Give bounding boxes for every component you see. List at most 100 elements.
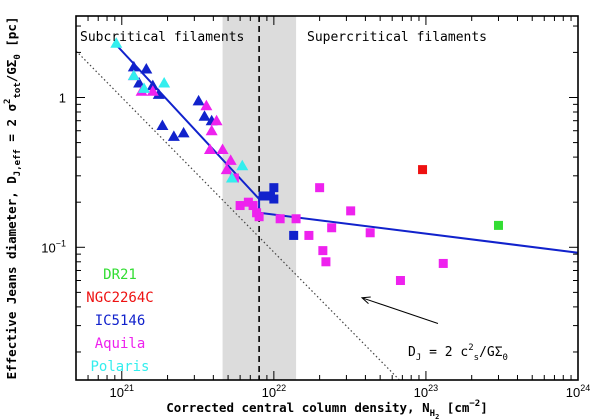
data-point-triangle-ic5146: [177, 126, 190, 138]
frame-layer: [75, 15, 579, 381]
data-point-square-ngc2264c: [418, 165, 428, 175]
data-point-triangle-polaris: [138, 82, 151, 93]
y-tick-label: 10−1: [41, 238, 66, 255]
data-point-square-ic5146: [269, 183, 279, 193]
data-point-square-aquila: [438, 258, 448, 268]
data-point-triangle-ic5146: [133, 76, 146, 88]
data-point-triangle-aquila: [216, 143, 229, 154]
x-label-unit-end: ]: [480, 400, 488, 415]
x-tick-exp: 23: [428, 383, 438, 393]
data-point-triangle-ic5146: [192, 94, 205, 106]
x-tick-label: 1024: [566, 383, 590, 400]
data-point-triangle-aquila: [203, 143, 216, 154]
data-point-square-aquila: [365, 228, 375, 238]
anno-main: D: [408, 345, 416, 360]
anno-end: /GΣ: [479, 345, 503, 360]
y-label-sub3: 0: [13, 54, 23, 59]
annotation-label: DJ = 2 c2s/GΣ0: [408, 343, 508, 363]
y-label-exp: 2: [3, 99, 13, 104]
y-label-unit: [pc]: [4, 17, 19, 55]
data-point-square-dr21: [493, 220, 503, 230]
y-tick-base: 1: [59, 90, 66, 105]
data-point-triangle-ic5146: [140, 62, 153, 74]
lines-layer: [75, 16, 579, 381]
data-point-square-aquila: [243, 197, 253, 207]
x-label-sub: H: [430, 409, 435, 419]
y-tick-exp: −1: [56, 238, 66, 248]
data-point-square-aquila: [327, 223, 337, 233]
x-label-unit: [cm: [439, 400, 470, 415]
thermal-jeans-line: [75, 50, 400, 381]
region-label-supercritical: Supercritical filaments: [307, 30, 487, 45]
x-tick-label: 1021: [110, 383, 134, 400]
region-label-subcritical: Subcritical filaments: [80, 30, 244, 45]
y-tick-label: 1: [59, 90, 66, 105]
y-label-sub: J,eff: [13, 149, 23, 176]
x-tick-base: 10: [566, 385, 580, 400]
x-tick-label: 1022: [262, 383, 286, 400]
data-point-square-aquila: [275, 214, 285, 224]
data-point-triangle-ic5146: [146, 79, 159, 91]
y-label-sub2: tot: [13, 82, 23, 98]
x-label-unit-exp: −2: [469, 399, 480, 409]
annotation-arrow-head: [360, 296, 371, 305]
data-point-square-aquila: [248, 201, 258, 211]
data-point-square-aquila: [235, 201, 245, 211]
data-point-triangle-aquila: [200, 99, 213, 111]
x-tick-base: 10: [110, 385, 124, 400]
x-label-subsub: 2: [435, 413, 439, 419]
data-point-triangle-aquila: [210, 114, 223, 126]
data-point-square-aquila: [321, 257, 331, 267]
y-label-main: Effective Jeans diameter, D: [4, 176, 19, 379]
legend-entry-polaris: Polaris: [90, 359, 149, 375]
data-point-square-ic5146: [258, 191, 268, 201]
data-point-square-aquila: [346, 206, 356, 216]
x-axis-label: Corrected central column density, NH2 [c…: [166, 399, 488, 419]
anno-sub3: 0: [503, 353, 508, 363]
fit-line: [114, 42, 579, 254]
legend-entry-ic5146: IC5146: [95, 313, 146, 329]
y-label-end: /GΣ: [4, 60, 19, 83]
anno-sub2: s: [474, 353, 479, 363]
plot-frame: [75, 15, 579, 381]
annotation-arrow-line: [361, 297, 439, 324]
x-tick-exp: 24: [580, 383, 590, 393]
data-point-square-ic5146: [269, 194, 279, 204]
x-tick-base: 10: [414, 385, 428, 400]
anno-rest: = 2 c: [421, 345, 468, 360]
data-point-triangle-ic5146: [198, 110, 211, 121]
x-label-main: Corrected central column density, N: [166, 400, 429, 415]
data-point-triangle-ic5146: [167, 130, 180, 141]
data-point-triangle-ic5146: [127, 60, 140, 72]
data-point-triangle-ic5146: [156, 119, 169, 131]
data-point-triangle-polaris: [236, 159, 249, 171]
data-point-triangle-ic5146: [152, 88, 165, 99]
x-tick-base: 10: [262, 385, 276, 400]
data-point-square-ic5146: [289, 230, 299, 240]
data-point-square-aquila: [395, 276, 405, 286]
legend-entry-aquila: Aquila: [95, 336, 146, 352]
data-point-square-aquila: [291, 214, 301, 224]
data-point-square-aquila: [315, 183, 325, 193]
x-tick-exp: 22: [276, 383, 286, 393]
data-point-square-aquila: [304, 230, 314, 240]
data-point-triangle-aquila: [224, 154, 237, 165]
x-tick-exp: 21: [124, 383, 134, 393]
data-point-triangle-polaris: [158, 76, 171, 88]
data-point-triangle-polaris: [110, 37, 123, 48]
data-point-triangle-aquila: [205, 124, 218, 136]
y-axis-label: Effective Jeans diameter, DJ,eff = 2 σ2t…: [3, 17, 23, 380]
y-tick-base: 10: [41, 240, 55, 255]
anno-exp: 2: [468, 343, 473, 353]
data-point-square-aquila: [254, 212, 264, 222]
data-point-triangle-aquila: [146, 85, 159, 96]
y-label-eq: = 2 σ: [4, 103, 19, 149]
data-point-triangle-polaris: [225, 172, 238, 183]
data-point-triangle-polaris: [127, 69, 140, 81]
data-point-square-aquila: [318, 246, 328, 256]
x-tick-label: 1023: [414, 383, 438, 400]
data-point-triangle-aquila: [220, 163, 233, 175]
legend-entry-ngc2264c: NGC2264C: [86, 290, 153, 306]
